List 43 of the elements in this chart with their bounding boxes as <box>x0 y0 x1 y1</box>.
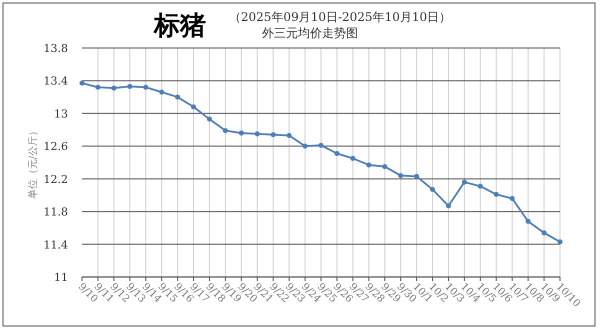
point <box>478 184 483 189</box>
point <box>334 151 340 156</box>
point <box>175 94 180 100</box>
point <box>222 128 228 134</box>
text: 外三元均价走势图 <box>262 26 358 40</box>
point <box>206 116 212 122</box>
chart-title: 标猪 <box>153 11 206 41</box>
y-tick-label: 11.4 <box>44 238 68 252</box>
y-tick-label: 12.6 <box>44 140 68 154</box>
point <box>542 230 547 236</box>
point <box>238 130 244 136</box>
chart-subtitle: （2025年09月10日-2025年10月10日） <box>228 10 452 24</box>
point <box>143 84 148 90</box>
point <box>159 90 164 95</box>
point <box>430 186 436 192</box>
y-tick-label: 11 <box>54 271 68 284</box>
point <box>286 133 292 138</box>
point <box>80 80 84 86</box>
point <box>302 144 308 149</box>
y-tick-label: 11.8 <box>44 206 68 219</box>
point <box>382 164 388 170</box>
point <box>494 192 499 197</box>
point <box>558 239 562 244</box>
point <box>111 86 116 91</box>
point <box>414 174 420 179</box>
point <box>191 104 196 110</box>
y-tick-label: 13 <box>54 107 68 120</box>
point <box>254 131 260 136</box>
point <box>366 162 372 168</box>
y-tick-label: 13.4 <box>44 74 68 88</box>
y-axis-title: 单位（元/公斤） <box>27 126 39 200</box>
y-tick-label: 12.2 <box>44 172 68 186</box>
point <box>526 218 531 224</box>
point <box>127 84 132 89</box>
point <box>270 132 276 138</box>
point <box>510 196 515 201</box>
y-tick-label: 13.8 <box>44 42 68 55</box>
point <box>350 156 356 161</box>
point <box>95 84 100 90</box>
point <box>462 180 467 185</box>
point <box>446 203 451 208</box>
point <box>318 142 324 148</box>
point <box>398 173 404 178</box>
